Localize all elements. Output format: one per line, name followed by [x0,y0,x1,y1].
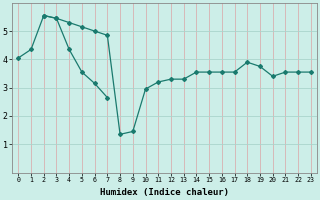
X-axis label: Humidex (Indice chaleur): Humidex (Indice chaleur) [100,188,229,197]
